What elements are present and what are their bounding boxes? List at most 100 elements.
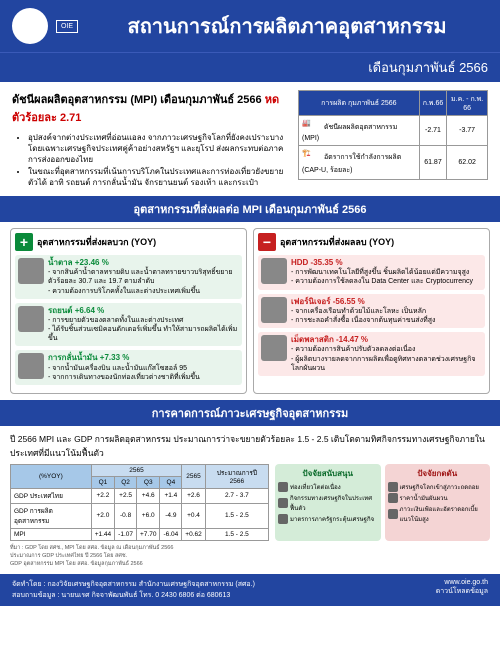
industry-icon bbox=[261, 335, 287, 361]
box-item: ภาวะเงินเฟ้อและอัตราดอกเบี้ยแนวโน้มสูง bbox=[388, 504, 488, 524]
industry-desc: - จากเครื่องเรือนทำด้วยไม้และโลหะ เป็นหล… bbox=[291, 307, 482, 325]
box-item: มาตรการภาครัฐกระตุ้นเศรษฐกิจ bbox=[278, 514, 378, 524]
td: +0.4 bbox=[182, 503, 205, 528]
industry-icon bbox=[18, 306, 44, 332]
footer-url[interactable]: www.oie.go.th bbox=[436, 579, 488, 586]
industry-icon bbox=[261, 258, 287, 284]
td: 🏭 ดัชนีผลผลิตอุตสาหกรรม (MPI) bbox=[299, 116, 420, 146]
box-item: เศรษฐกิจโลกเข้าสู่ภาวะถดถอย bbox=[388, 482, 488, 492]
industry-icon bbox=[261, 297, 287, 323]
th: การผลิต กุมภาพันธ์ 2566 bbox=[299, 91, 420, 116]
td: +0.62 bbox=[182, 528, 205, 540]
td: +2.5 bbox=[115, 488, 137, 503]
sub-logo-icon: OIE bbox=[56, 20, 78, 33]
td: MPI bbox=[11, 528, 92, 540]
mini-icon bbox=[388, 493, 398, 503]
mini-icon bbox=[278, 514, 288, 524]
footer-download[interactable]: ดาวน์โหลดข้อมูล bbox=[436, 586, 488, 597]
td: 62.02 bbox=[447, 146, 488, 180]
td: 🏗️ อัตราการใช้กำลังการผลิต (CAP-U, ร้อยล… bbox=[299, 146, 420, 180]
td: +7.70 bbox=[137, 528, 160, 540]
industries-section: + อุตสาหกรรมที่ส่งผลบวก (YOY) น้ำตาล +23… bbox=[0, 222, 500, 400]
industry-item: HDD -35.35 % - การพัฒนาเทคโนโลยีที่สูงขึ… bbox=[258, 255, 485, 290]
industry-icon bbox=[18, 353, 44, 379]
td: -1.07 bbox=[115, 528, 137, 540]
td: 2.7 - 3.7 bbox=[205, 488, 268, 503]
box-item: ราคาน้ำมันผันผวน bbox=[388, 493, 488, 503]
industry-title: HDD -35.35 % bbox=[291, 258, 482, 268]
forecast-section: ปี 2566 MPI และ GDP การผลิตอุตสาหกรรม ปร… bbox=[0, 426, 500, 574]
forecast-band: การคาดการณ์ภาวะเศรษฐกิจอุตสาหกรรม bbox=[0, 400, 500, 426]
mini-icon bbox=[388, 482, 398, 492]
industry-desc: - ความต้องการสินค้าปรับตัวลดลงต่อเนื่อง … bbox=[291, 345, 482, 372]
td: +6.0 bbox=[137, 503, 160, 528]
th: 2565 bbox=[91, 464, 182, 476]
box-item: ท่องเที่ยวโตต่อเนื่อง bbox=[278, 482, 378, 492]
industry-icon bbox=[18, 258, 44, 284]
td: 1.5 - 2.5 bbox=[205, 503, 268, 528]
mpi-section: ดัชนีผลผลิตอุตสาหกรรม (MPI) เดือนกุมภาพั… bbox=[0, 82, 500, 196]
mini-icon bbox=[278, 498, 288, 508]
industry-title: เฟอร์นิเจอร์ -56.55 % bbox=[291, 297, 482, 307]
td: +1.44 bbox=[91, 528, 114, 540]
industry-title: รถยนต์ +6.64 % bbox=[48, 306, 239, 316]
pressure-box: ปัจจัยกดดัน เศรษฐกิจโลกเข้าสู่ภาวะถดถอยร… bbox=[385, 464, 491, 541]
footer-left: จัดทำโดย : กองวิจัยเศรษฐกิจอุตสาหกรรม สำ… bbox=[12, 579, 255, 601]
factory-icon: 🏭 bbox=[302, 119, 322, 135]
negative-header: อุตสาหกรรมที่ส่งผลลบ (YOY) bbox=[280, 235, 394, 249]
gdp-table: (%YOY) 2565 2565 ประมาณการปี 2566 Q1 Q2 … bbox=[10, 464, 269, 541]
industry-desc: - จากสินค้าน้ำตาลทรายดิบ และน้ำตาลทรายขา… bbox=[48, 268, 239, 295]
mpi-title-text: ดัชนีผลผลิตอุตสาหกรรม (MPI) เดือนกุมภาพั… bbox=[12, 94, 265, 106]
td: 61.87 bbox=[419, 146, 447, 180]
industry-item: เฟอร์นิเจอร์ -56.55 % - จากเครื่องเรือนท… bbox=[258, 294, 485, 329]
page-title: สถานการณ์การผลิตภาคอุตสาหกรรม bbox=[86, 10, 488, 42]
mpi-bullet: อุปสงค์จากต่างประเทศที่อ่อนแอลง จากภาวะเ… bbox=[28, 132, 290, 166]
industry-item: การกลั่นน้ำมัน +7.33 % - จากน้ำมันเครื่อ… bbox=[15, 350, 242, 385]
td: GDP ประเทศไทย bbox=[11, 488, 92, 503]
mpi-title: ดัชนีผลผลิตอุตสาหกรรม (MPI) เดือนกุมภาพั… bbox=[12, 90, 290, 126]
support-title: ปัจจัยสนับสนุน bbox=[278, 467, 378, 480]
td: 1.5 - 2.5 bbox=[205, 528, 268, 540]
td: -2.71 bbox=[419, 116, 447, 146]
td: +2.0 bbox=[91, 503, 114, 528]
td: +1.4 bbox=[160, 488, 182, 503]
td: +2.2 bbox=[91, 488, 114, 503]
th: (%YOY) bbox=[11, 464, 92, 488]
th: 2565 bbox=[182, 464, 205, 488]
industries-band: อุตสาหกรรมที่ส่งผลต่อ MPI เดือนกุมภาพันธ… bbox=[0, 196, 500, 222]
capacity-icon: 🏗️ bbox=[302, 149, 322, 165]
box-item: กิจกรรมทางเศรษฐกิจในประเทศฟื้นตัว bbox=[278, 493, 378, 513]
td: +4.6 bbox=[137, 488, 160, 503]
mpi-bullet: ในขณะที่อุตสาหกรรมที่เน้นการบริโภคในประเ… bbox=[28, 166, 290, 188]
td: GDP การผลิตอุตสาหกรรม bbox=[11, 503, 92, 528]
pressure-title: ปัจจัยกดดัน bbox=[388, 467, 488, 480]
positive-col: + อุตสาหกรรมที่ส่งผลบวก (YOY) น้ำตาล +23… bbox=[10, 228, 247, 394]
industry-title: การกลั่นน้ำมัน +7.33 % bbox=[48, 353, 239, 363]
industry-title: น้ำตาล +23.46 % bbox=[48, 258, 239, 268]
industry-item: น้ำตาล +23.46 % - จากสินค้าน้ำตาลทรายดิบ… bbox=[15, 255, 242, 299]
industry-item: รถยนต์ +6.64 % - การขยายตัวของตลาดทั้งใน… bbox=[15, 303, 242, 347]
td: -0.8 bbox=[115, 503, 137, 528]
th: Q4 bbox=[160, 476, 182, 488]
th: ก.พ.66 bbox=[419, 91, 447, 116]
td: -3.77 bbox=[447, 116, 488, 146]
industry-item: เม็ดพลาสติก -14.47 % - ความต้องการสินค้า… bbox=[258, 332, 485, 376]
logo-icon bbox=[12, 8, 48, 44]
industry-desc: - การพัฒนาเทคโนโลยีที่สูงขึ้น ชิ้นผลิตได… bbox=[291, 268, 482, 286]
mpi-table: การผลิต กุมภาพันธ์ 2566 ก.พ.66 ม.ค. - ก.… bbox=[298, 90, 488, 180]
td: +2.6 bbox=[182, 488, 205, 503]
industry-desc: - จากน้ำมันเครื่องบิน และน้ำมันแก๊สโซฮอล… bbox=[48, 364, 239, 382]
header: OIE สถานการณ์การผลิตภาคอุตสาหกรรม bbox=[0, 0, 500, 52]
minus-icon: − bbox=[258, 233, 276, 251]
footer: จัดทำโดย : กองวิจัยเศรษฐกิจอุตสาหกรรม สำ… bbox=[0, 574, 500, 606]
th: ม.ค. - ก.พ. 66 bbox=[447, 91, 488, 116]
mini-icon bbox=[278, 482, 288, 492]
th: Q2 bbox=[115, 476, 137, 488]
support-box: ปัจจัยสนับสนุน ท่องเที่ยวโตต่อเนื่องกิจก… bbox=[275, 464, 381, 541]
th: Q1 bbox=[91, 476, 114, 488]
forecast-note: ที่มา : GDP โดย สศช., MPI โดย สศอ. ข้อมู… bbox=[10, 544, 490, 568]
subheader: เดือนกุมภาพันธ์ 2566 bbox=[0, 52, 500, 82]
forecast-para: ปี 2566 MPI และ GDP การผลิตอุตสาหกรรม ปร… bbox=[10, 432, 490, 460]
industry-title: เม็ดพลาสติก -14.47 % bbox=[291, 335, 482, 345]
negative-col: − อุตสาหกรรมที่ส่งผลลบ (YOY) HDD -35.35 … bbox=[253, 228, 490, 394]
